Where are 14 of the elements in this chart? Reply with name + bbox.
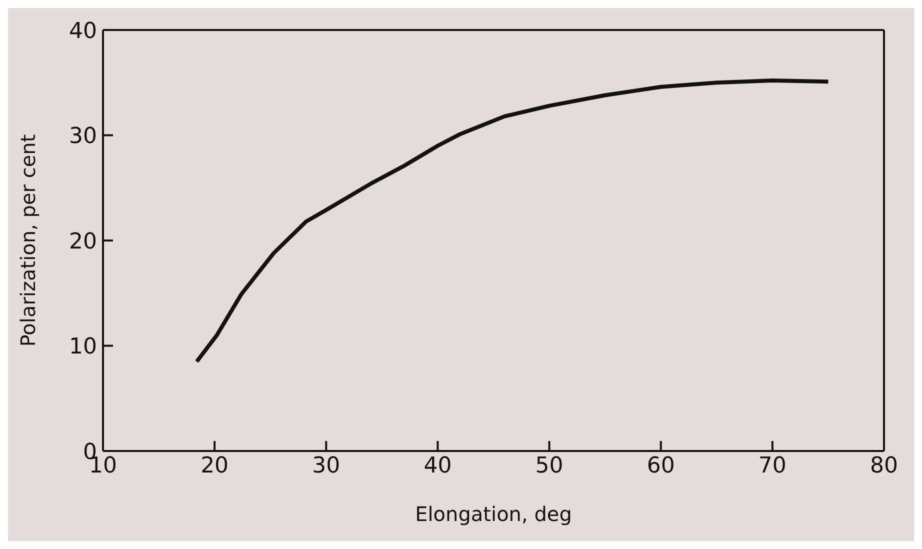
x-axis-title: Elongation, deg [415, 502, 572, 526]
y-tick-label: 30 [69, 124, 97, 150]
y-tick-label: 40 [69, 18, 97, 44]
x-tick-label: 20 [200, 454, 229, 479]
x-tick-label: 70 [758, 454, 786, 479]
y-tick-label: 10 [69, 334, 97, 360]
x-tick-label: 50 [535, 454, 564, 479]
y-axis-title: Polarization, per cent [16, 134, 40, 347]
line-series [194, 78, 830, 364]
y-tick-label: 20 [69, 229, 97, 254]
x-tick-label: 30 [312, 454, 340, 479]
x-tick-label: 80 [870, 454, 898, 479]
x-tick-label: 40 [424, 454, 452, 479]
x-tick-label: 60 [646, 454, 675, 479]
